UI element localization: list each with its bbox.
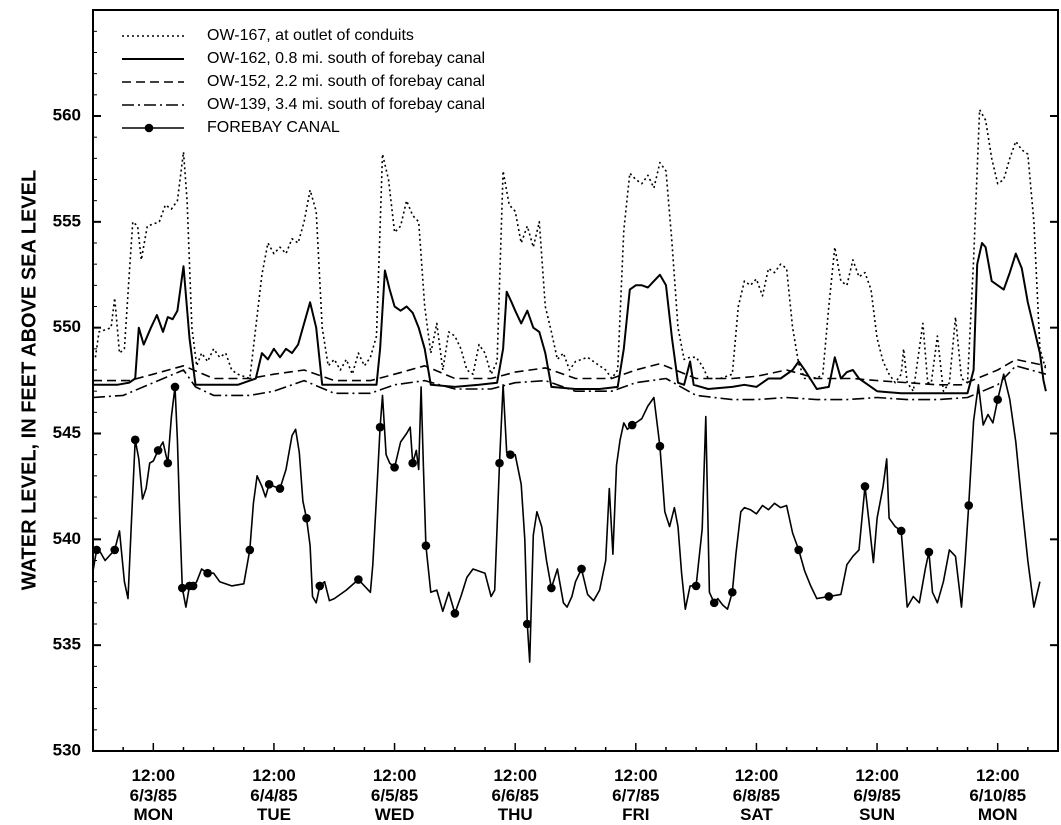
y-axis: 530 535 540 545 550 555 560 [53, 30, 1058, 759]
legend-marker [144, 123, 154, 133]
x-tick-label-line: 12:00 [614, 766, 657, 785]
forebay-data-point [375, 422, 385, 432]
forebay-data-point [315, 581, 325, 591]
forebay-data-point [302, 513, 311, 523]
x-tick-label-line: TUE [257, 805, 291, 824]
forebay-data-point [824, 592, 834, 601]
forebay-data-point [495, 458, 504, 468]
forebay-data-point [188, 581, 198, 591]
forebay-data-point [709, 598, 719, 608]
x-tick-label: 12:00 6/7/85 FRI [612, 766, 659, 824]
series-line-solid-dots [94, 373, 1041, 663]
forebay-data-point [547, 583, 556, 593]
forebay-data-point [691, 581, 701, 591]
forebay-data-point [896, 526, 906, 536]
x-tick-label-line: 12:00 [132, 766, 175, 785]
legend: OW-167, at outlet of conduits OW-162, 0.8… [122, 27, 485, 136]
forebay-data-point [964, 501, 974, 510]
x-tick-label-line: WED [375, 805, 415, 824]
x-tick-label: 12:00 6/9/85 SUN [853, 766, 900, 824]
x-tick-label-line: SUN [859, 805, 895, 824]
forebay-data-point [170, 382, 180, 392]
y-tick-label: 560 [53, 105, 81, 124]
forebay-data-point [177, 583, 187, 593]
forebay-data-point [993, 395, 1002, 404]
x-tick-label: 12:00 6/6/85 THU [492, 766, 539, 824]
forebay-data-point [390, 463, 399, 472]
forebay-data-point [522, 619, 532, 629]
forebay-data-point [408, 458, 417, 468]
y-tick-label: 545 [53, 423, 81, 442]
series-line-solid [94, 242, 1047, 395]
y-axis-label: WATER LEVEL, IN FEET ABOVE SEA LEVEL [18, 170, 40, 590]
legend-label: OW-162, 0.8 mi. south of forebay canal [207, 50, 485, 67]
series-line-dashdot [94, 365, 1047, 401]
y-tick-label: 550 [53, 317, 81, 336]
x-tick-label-line: 6/8/85 [733, 786, 780, 805]
x-tick-label: 12:00 6/5/85 WED [371, 766, 418, 824]
x-tick-label-line: 6/3/85 [130, 786, 177, 805]
forebay-data-point [92, 545, 101, 555]
forebay-data-point [354, 575, 363, 584]
legend-label: OW-167, at outlet of conduits [207, 27, 414, 44]
forebay-data-point [110, 545, 120, 555]
x-tick-label-line: 6/4/85 [250, 786, 297, 805]
x-tick-label-line: 6/7/85 [612, 786, 659, 805]
forebay-data-point [794, 545, 803, 555]
x-tick-label: 12:00 6/10/85 MON [969, 766, 1026, 824]
legend-label: OW-139, 3.4 mi. south of forebay canal [207, 96, 485, 113]
x-tick-label: 12:00 6/4/85 TUE [250, 766, 297, 824]
x-tick-label-line: 6/6/85 [492, 786, 539, 805]
forebay-data-point [163, 458, 173, 468]
forebay-data-point [860, 482, 870, 491]
forebay-data-point [130, 435, 140, 445]
forebay-data-point [245, 545, 255, 555]
forebay-data-point [264, 480, 274, 489]
forebay-data-point [924, 547, 934, 557]
x-tick-label-line: 12:00 [493, 766, 536, 785]
forebay-data-point [450, 609, 460, 618]
forebay-data-point [203, 568, 212, 578]
forebay-data-point [421, 541, 431, 550]
y-tick-label: 555 [53, 211, 81, 230]
x-tick-label-line: 12:00 [373, 766, 416, 785]
legend-label: FOREBAY CANAL [207, 119, 340, 136]
forebay-data-point [153, 446, 163, 455]
x-tick-label-line: THU [498, 805, 533, 824]
forebay-data-point [577, 564, 586, 574]
x-tick-label: 12:00 6/3/85 MON [130, 766, 177, 824]
forebay-data-point [728, 587, 737, 597]
x-tick-label-line: 12:00 [976, 766, 1019, 785]
forebay-data-point [655, 441, 665, 451]
y-tick-label: 535 [53, 635, 81, 654]
legend-label: OW-152, 2.2 mi. south of forebay canal [207, 73, 485, 90]
series-line-dashed [94, 358, 1047, 386]
series-line-dotted [94, 108, 1047, 392]
x-tick-label-line: MON [133, 805, 173, 824]
x-tick-label-line: 6/9/85 [853, 786, 900, 805]
forebay-data-point [275, 484, 285, 493]
forebay-data-point [506, 450, 515, 459]
x-tick-label: 12:00 6/8/85 SAT [733, 766, 780, 824]
y-tick-label: 540 [53, 529, 81, 548]
x-tick-label-line: 12:00 [855, 766, 898, 785]
x-tick-label-line: 12:00 [735, 766, 778, 785]
y-tick-label: 530 [53, 740, 81, 759]
x-tick-label-line: 12:00 [252, 766, 295, 785]
x-tick-label-line: FRI [622, 805, 649, 824]
x-tick-label-line: 6/10/85 [969, 786, 1026, 805]
x-tick-label-line: 6/5/85 [371, 786, 418, 805]
series-layer [92, 108, 1047, 663]
x-tick-label-line: MON [978, 805, 1018, 824]
forebay-data-point [627, 420, 637, 430]
x-tick-label-line: SAT [740, 805, 773, 824]
